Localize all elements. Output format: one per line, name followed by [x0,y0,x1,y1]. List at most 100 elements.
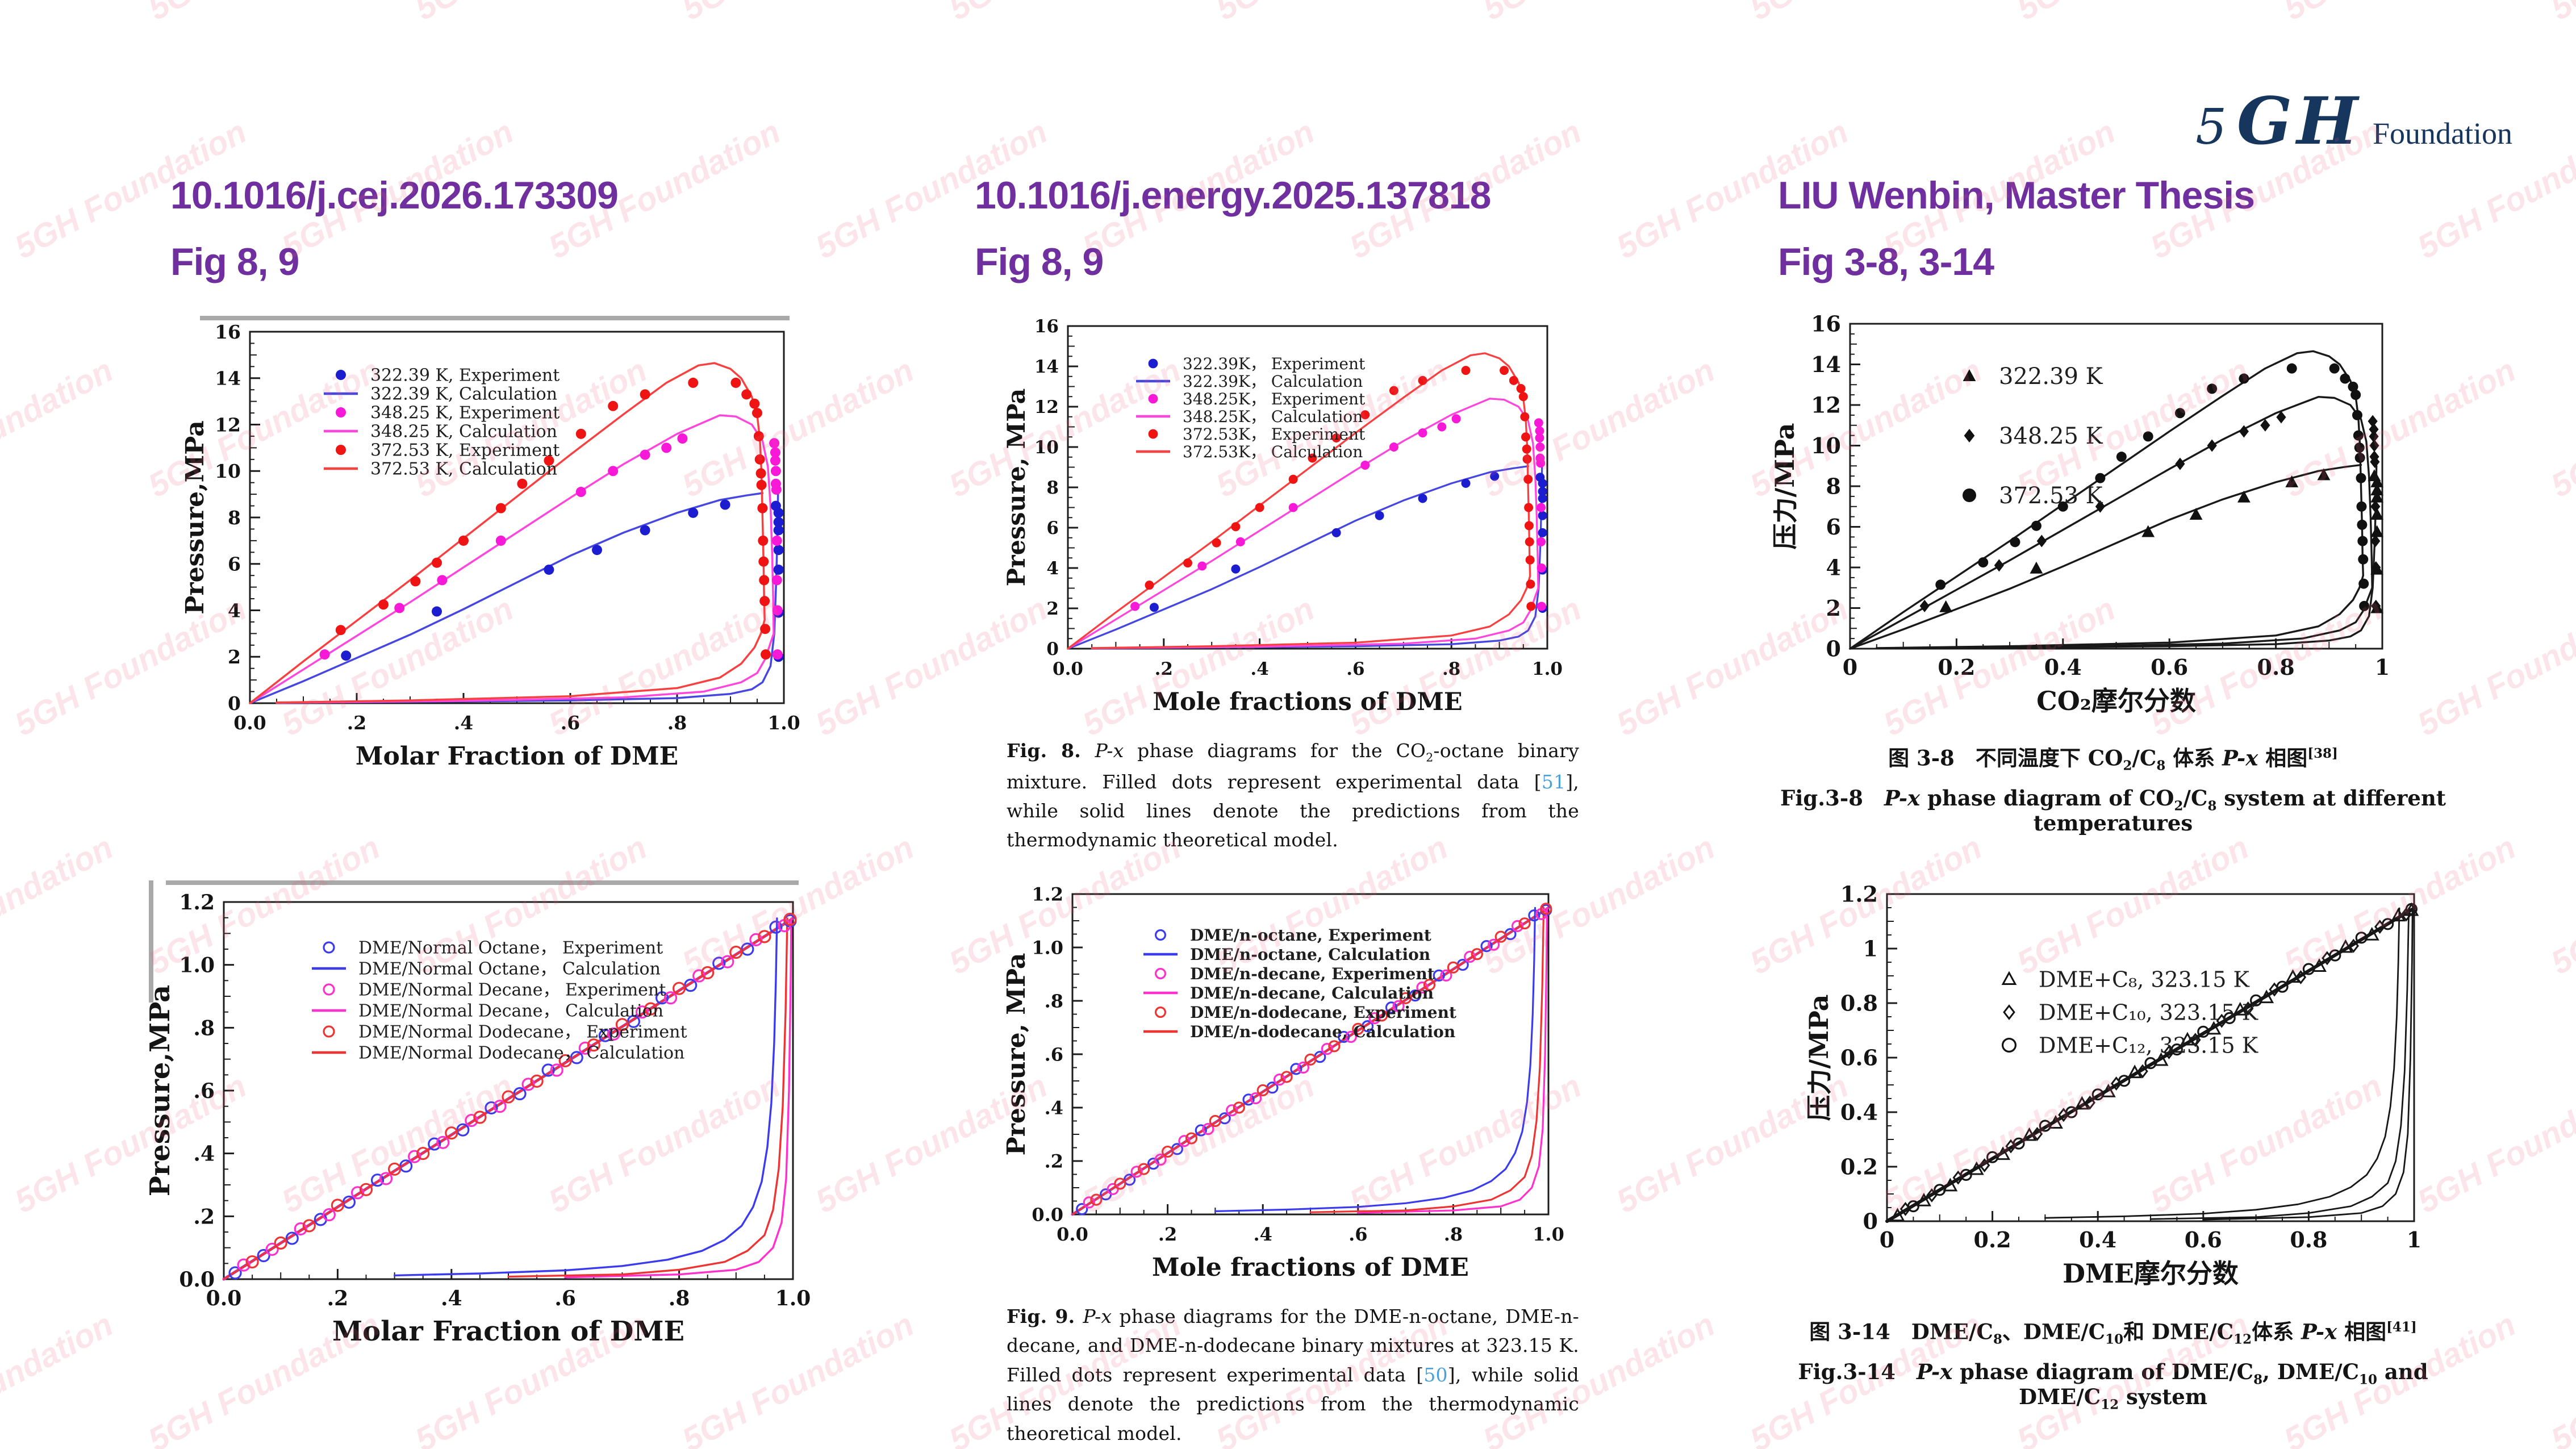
svg-text:6: 6 [1046,518,1059,538]
svg-text:16: 16 [1034,316,1059,337]
svg-text:322.39 K, Experiment: 322.39 K, Experiment [370,366,560,386]
svg-text:.4: .4 [454,712,473,734]
svg-text:.8: .8 [193,1016,215,1040]
svg-text:14: 14 [1034,357,1059,377]
svg-text:14: 14 [215,368,241,390]
svg-text:.8: .8 [1444,1223,1463,1245]
chart-thesis-fig3-14: 0 0.2 0.4 0.6 0.8 1 0 0.2 0.4 0.6 0.8 1 1.2 DME摩尔分数 压力… [1807,876,2438,1313]
watermark-text: 5GH Foundation [2545,1306,2576,1449]
svg-text:.6: .6 [193,1079,215,1103]
svg-text:1.0: 1.0 [767,712,800,734]
chart-cej-fig8: 0.0 .2 .4 .6 .8 1.0 0 2 4 6 8 10 12 14 16 Molar Fractio… [183,316,808,787]
watermark-text: 5GH Foundation [2411,590,2576,744]
watermark-text: 5GH Foundation [1210,0,1454,28]
fig-ref-thesis: Fig 3-8, 3-14 [1778,240,1994,283]
svg-text:DME+C₁₂, 323.15 K: DME+C₁₂, 323.15 K [2039,1033,2258,1058]
svg-text:8: 8 [1826,474,1841,499]
svg-text:0.0: 0.0 [1057,1223,1088,1245]
svg-text:0: 0 [1826,636,1841,662]
svg-text:.8: .8 [669,1287,690,1310]
svg-text:0.8: 0.8 [1840,991,1878,1016]
watermark-text: 5GH Foundation [2278,0,2522,28]
watermark-text: 5GH Foundation [0,352,119,504]
svg-text:0: 0 [228,692,241,715]
logo-script-gh: GH [2236,83,2362,159]
caption-thesis-fig3-8-cn: 图 3-8 不同温度下 CO2/C8 体系 P-x 相图[38] [1888,745,2338,774]
watermark-text: 5GH Foundation [409,0,653,28]
svg-text:DME/Normal Octane， Experiment: DME/Normal Octane， Experiment [358,938,663,958]
watermark-text: 5GH Foundation [0,829,119,982]
svg-text:.8: .8 [1442,659,1460,679]
svg-text:.6: .6 [1348,1223,1367,1245]
chart-thesis-fig3-8: 0 0.2 0.4 0.6 0.8 1 0 2 4 6 8 10 12 14 16 CO₂摩尔分数 压力/MPa… [1773,308,2404,734]
svg-text:Pressure,MPa: Pressure,MPa [149,985,176,1196]
svg-text:0.2: 0.2 [1938,654,1975,680]
svg-text:0.6: 0.6 [2151,654,2188,680]
svg-text:1.0: 1.0 [179,954,215,978]
watermark-text: 5GH Foundation [2545,829,2576,982]
svg-text:372.53 K, Experiment: 372.53 K, Experiment [370,441,560,461]
svg-text:12: 12 [1811,392,1841,418]
svg-text:0: 0 [1863,1209,1878,1234]
caption-thesis-fig3-14-cn: 图 3-14 DME/C8、DME/C10和 DME/C12体系 P-x 相图[… [1809,1319,2417,1347]
logo-word-foundation: Foundation [2372,116,2512,151]
svg-text:1: 1 [2375,654,2390,680]
svg-text:8: 8 [228,507,241,529]
svg-text:DME/n-octane, Experiment: DME/n-octane, Experiment [1190,926,1431,945]
caption-energy-fig8: Fig. 8. P-x phase diagrams for the CO2-o… [1007,740,1579,851]
svg-text:.6: .6 [561,712,580,734]
svg-text:.6: .6 [1346,659,1364,679]
chart-energy-fig8: 0.0 .2 .4 .6 .8 1.0 0 2 4 6 8 10 12 14 16 Mole fraction… [1004,314,1567,728]
svg-text:.6: .6 [1045,1044,1063,1066]
svg-text:DME/Normal Dodecane， Experimen: DME/Normal Dodecane， Experiment [358,1022,687,1042]
svg-text:6: 6 [1826,514,1841,540]
svg-text:348.25 K, Calculation: 348.25 K, Calculation [370,422,557,442]
svg-text:322.39 K, Calculation: 322.39 K, Calculation [370,385,557,404]
slide-logo: 5 GH Foundation [2195,83,2512,159]
svg-text:.4: .4 [1250,659,1268,679]
svg-text:.4: .4 [1253,1223,1272,1245]
slide-number: 5 [2195,99,2227,156]
svg-text:0.4: 0.4 [1840,1100,1878,1125]
svg-text:Pressure, MPa: Pressure, MPa [1004,389,1031,587]
svg-text:1: 1 [1863,936,1878,962]
svg-text:10: 10 [1034,437,1059,458]
svg-text:Mole fractions of DME: Mole fractions of DME [1152,1253,1469,1282]
svg-text:0.0: 0.0 [206,1287,242,1310]
fig-ref-energy: Fig 8, 9 [975,240,1104,283]
svg-text:0: 0 [1046,639,1059,659]
svg-text:1.2: 1.2 [179,891,215,915]
watermark-text: 5GH Foundation [2545,0,2576,28]
svg-text:372.53K， Calculation: 372.53K， Calculation [1183,442,1363,461]
svg-text:8: 8 [1046,478,1059,498]
watermark-text: 5GH Foundation [0,1306,119,1449]
svg-text:0.4: 0.4 [2044,654,2082,680]
svg-text:压力/MPa: 压力/MPa [1773,423,1800,550]
svg-text:DME/n-decane, Experiment: DME/n-decane, Experiment [1190,964,1435,983]
chart-energy-fig9: 0.0 .2 .4 .6 .8 1.0 0.0 .2 .4 .6 .8 1.0 1.2 Mole frac… [1004,878,1567,1298]
svg-text:DME/n-decane, Calculation: DME/n-decane, Calculation [1190,984,1434,1003]
svg-text:DME/Normal Dodecane， Calculati: DME/Normal Dodecane， Calculation [358,1043,684,1063]
svg-text:.2: .2 [1158,1223,1177,1245]
svg-text:372.53K， Experiment: 372.53K， Experiment [1183,425,1366,444]
svg-text:1.0: 1.0 [1532,659,1563,679]
doi-cej: 10.1016/j.cej.2026.173309 [170,174,619,217]
svg-text:372.53 K, Calculation: 372.53 K, Calculation [370,460,557,479]
svg-text:322.39K， Calculation: 322.39K， Calculation [1183,372,1363,391]
svg-text:.4: .4 [1045,1097,1063,1119]
caption-thesis-fig3-14-en: Fig.3-14 P-x phase diagram of DME/C8, DM… [1798,1359,2428,1413]
svg-text:1.0: 1.0 [1533,1223,1564,1245]
svg-text:0.8: 0.8 [2257,654,2295,680]
svg-text:10: 10 [1811,433,1841,458]
svg-text:.2: .2 [347,712,366,734]
svg-text:Molar Fraction of DME: Molar Fraction of DME [332,1316,684,1347]
svg-text:348.25 K: 348.25 K [1999,423,2103,449]
svg-text:Pressure,MPa: Pressure,MPa [183,420,210,614]
svg-text:.6: .6 [554,1287,576,1310]
svg-text:0.0: 0.0 [179,1268,215,1292]
svg-text:.8: .8 [667,712,687,734]
svg-text:12: 12 [215,414,241,436]
column-header-thesis: LIU Wenbin, Master Thesis Fig 3-8, 3-14 [1778,162,2573,295]
svg-text:DME/Normal Octane， Calculation: DME/Normal Octane， Calculation [358,959,661,979]
